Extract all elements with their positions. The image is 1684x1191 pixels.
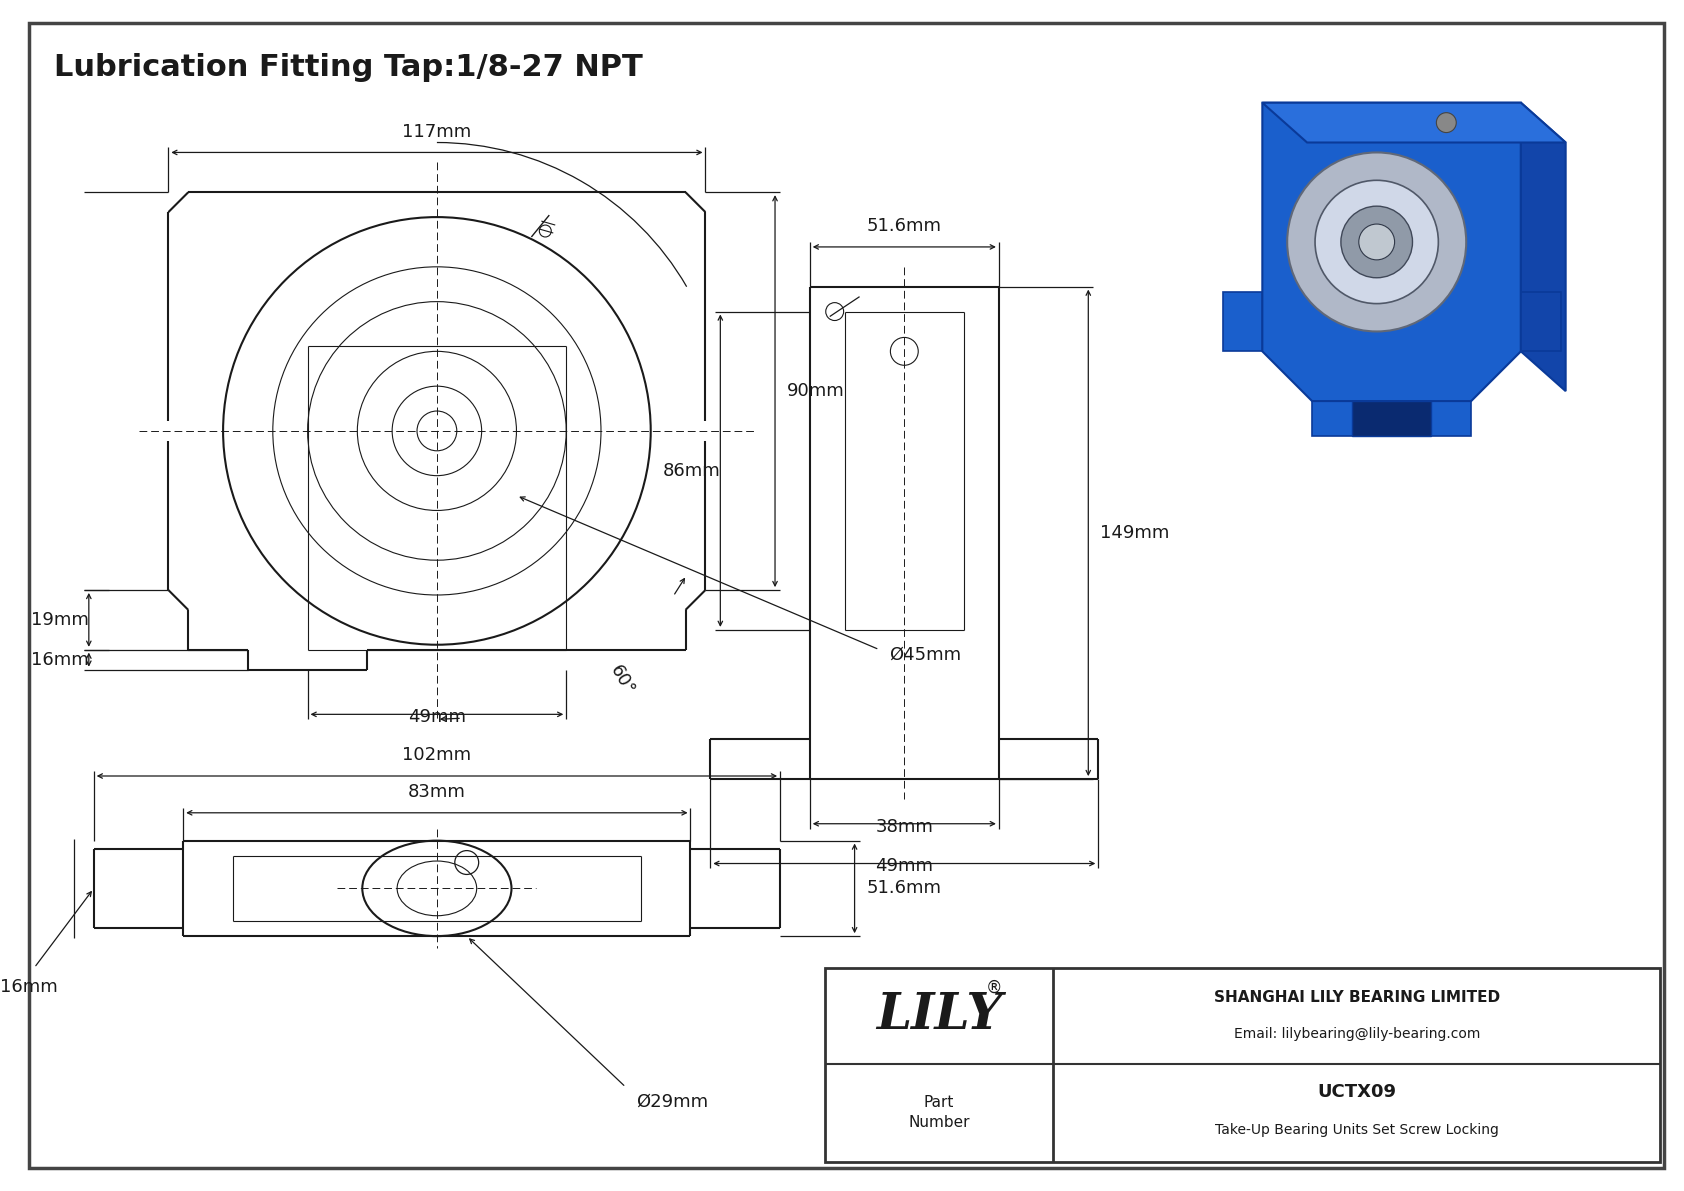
Circle shape <box>1359 224 1394 260</box>
Text: 90mm: 90mm <box>786 382 845 400</box>
Text: SHANGHAI LILY BEARING LIMITED: SHANGHAI LILY BEARING LIMITED <box>1214 990 1500 1005</box>
Text: Take-Up Bearing Units Set Screw Locking: Take-Up Bearing Units Set Screw Locking <box>1214 1123 1499 1137</box>
Polygon shape <box>1352 401 1431 436</box>
Text: 102mm: 102mm <box>402 746 472 765</box>
Text: LILY: LILY <box>876 991 1002 1040</box>
Text: 49mm: 49mm <box>876 858 933 875</box>
Text: 117mm: 117mm <box>402 123 472 141</box>
Text: ®: ® <box>985 979 1002 997</box>
Circle shape <box>1436 113 1457 132</box>
Text: Ø29mm: Ø29mm <box>637 1092 707 1110</box>
Polygon shape <box>1223 292 1263 351</box>
Text: 60°: 60° <box>606 662 638 699</box>
Text: 86mm: 86mm <box>662 462 721 480</box>
Text: UCTX09: UCTX09 <box>1317 1084 1396 1102</box>
Text: Part
Number: Part Number <box>908 1095 970 1129</box>
Text: 51.6mm: 51.6mm <box>867 879 941 897</box>
Text: 149mm: 149mm <box>1100 524 1170 542</box>
Text: 83mm: 83mm <box>408 782 466 800</box>
Polygon shape <box>1521 102 1566 391</box>
Polygon shape <box>1312 401 1472 436</box>
Text: 49mm: 49mm <box>408 709 466 727</box>
Polygon shape <box>1521 292 1561 351</box>
Text: 51.6mm: 51.6mm <box>867 217 941 235</box>
Text: 38mm: 38mm <box>876 818 933 836</box>
Text: Ø45mm: Ø45mm <box>889 646 962 663</box>
Text: Email: lilybearing@lily-bearing.com: Email: lilybearing@lily-bearing.com <box>1234 1027 1480 1041</box>
Polygon shape <box>1263 102 1566 143</box>
Text: 19mm: 19mm <box>30 611 89 629</box>
Text: 16mm: 16mm <box>30 650 89 668</box>
Polygon shape <box>1263 102 1521 401</box>
Text: 16mm: 16mm <box>0 978 57 996</box>
Circle shape <box>1287 152 1467 331</box>
Text: Lubrication Fitting Tap:1/8-27 NPT: Lubrication Fitting Tap:1/8-27 NPT <box>54 54 643 82</box>
Circle shape <box>1315 180 1438 304</box>
Circle shape <box>1340 206 1413 278</box>
